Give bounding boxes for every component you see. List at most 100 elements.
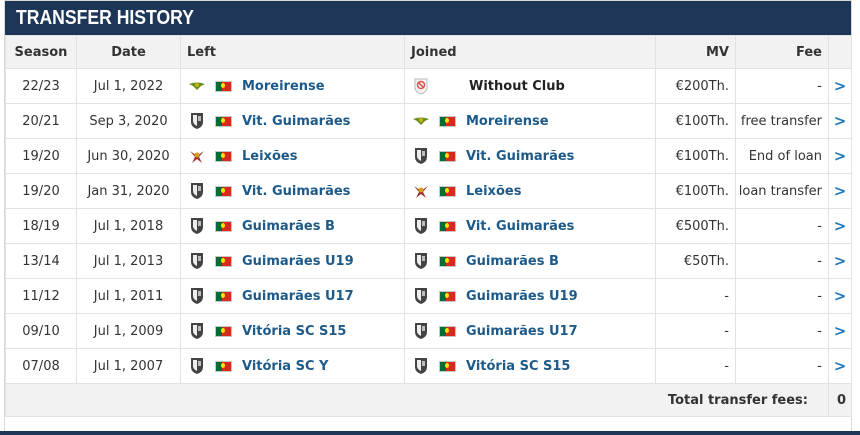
chevron-right-icon[interactable]: > [833,147,847,165]
season-cell: 18/19 [5,208,77,244]
detail-cell[interactable]: > [828,208,852,244]
joined-club-link[interactable]: Guimarães U19 [466,288,578,304]
detail-cell[interactable]: > [828,313,852,349]
market-value-cell: €200Th. [655,68,736,104]
joined-club-cell: Without Club [404,68,656,104]
portugal-flag-icon [215,80,232,92]
chevron-right-icon[interactable]: > [833,287,847,305]
joined-club-link[interactable]: Vit. Guimarães [466,218,575,234]
season-cell: 07/08 [5,348,77,384]
left-club-cell: Vitória SC Y [180,348,405,384]
joined-club-cell: Vit. Guimarães [404,138,656,174]
portugal-flag-icon [439,360,456,372]
date-cell: Jan 31, 2020 [76,173,181,209]
detail-cell[interactable]: > [828,68,852,104]
season-cell: 19/20 [5,138,77,174]
vitoria-crest-icon[interactable] [412,357,430,375]
column-header-mv: MV [655,35,736,69]
detail-cell[interactable]: > [828,278,852,314]
leixoes-crest-icon[interactable] [412,182,430,200]
market-value-cell: €500Th. [655,208,736,244]
joined-club-link[interactable]: Vitória SC S15 [466,358,571,374]
left-club-cell: Guimarães B [180,208,405,244]
vitoria-crest-icon[interactable] [412,217,430,235]
detail-cell[interactable]: > [828,138,852,174]
season-cell: 19/20 [5,173,77,209]
date-cell: Jul 1, 2007 [76,348,181,384]
joined-club-link[interactable]: Moreirense [466,113,549,129]
portugal-flag-icon [439,255,456,267]
chevron-right-icon[interactable]: > [833,112,847,130]
fee-cell: - [735,243,829,279]
vitoria-crest-icon[interactable] [188,252,206,270]
portugal-flag-icon [215,220,232,232]
left-club-cell: Leixões [180,138,405,174]
table-row: 11/12 Jul 1, 2011 Guimarães U17 Guimarãe… [5,278,852,314]
portugal-flag-icon [439,185,456,197]
joined-club-link[interactable]: Vit. Guimarães [466,148,575,164]
total-label: Total transfer fees: [5,383,829,417]
vitoria-crest-icon[interactable] [188,112,206,130]
moreirense-crest-icon[interactable] [412,112,430,130]
detail-cell[interactable]: > [828,243,852,279]
without-club-icon[interactable] [412,77,430,95]
portugal-flag-icon [439,150,456,162]
vitoria-crest-icon[interactable] [188,182,206,200]
transfer-history-panel: TRANSFER HISTORY Season Date Left Joined… [4,0,852,433]
joined-club-link[interactable]: Guimarães U17 [466,323,578,339]
market-value-cell: €100Th. [655,103,736,139]
vitoria-crest-icon[interactable] [188,217,206,235]
vitoria-crest-icon[interactable] [412,252,430,270]
vitoria-crest-icon[interactable] [412,147,430,165]
total-row: Total transfer fees: 0 [5,383,852,417]
chevron-right-icon[interactable]: > [833,182,847,200]
detail-cell[interactable]: > [828,173,852,209]
left-club-link[interactable]: Guimarães B [242,218,335,234]
date-cell: Jul 1, 2013 [76,243,181,279]
left-club-link[interactable]: Vit. Guimarães [242,113,351,129]
chevron-right-icon[interactable]: > [833,322,847,340]
season-cell: 09/10 [5,313,77,349]
vitoria-crest-icon[interactable] [412,287,430,305]
column-header-left: Left [180,35,405,69]
vitoria-crest-icon[interactable] [412,322,430,340]
left-club-link[interactable]: Moreirense [242,78,325,94]
detail-cell[interactable]: > [828,348,852,384]
left-club-link[interactable]: Leixões [242,148,298,164]
column-header-joined: Joined [404,35,656,69]
left-club-link[interactable]: Vitória SC S15 [242,323,347,339]
portugal-flag-icon [215,325,232,337]
column-header-detail [828,35,852,69]
column-header-fee: Fee [735,35,829,69]
left-club-cell: Guimarães U17 [180,278,405,314]
moreirense-crest-icon[interactable] [188,77,206,95]
joined-club-cell: Guimarães U19 [404,278,656,314]
left-club-link[interactable]: Guimarães U19 [242,253,354,269]
leixoes-crest-icon[interactable] [188,147,206,165]
vitoria-crest-icon[interactable] [188,357,206,375]
detail-cell[interactable]: > [828,103,852,139]
portugal-flag-icon [439,325,456,337]
chevron-right-icon[interactable]: > [833,357,847,375]
chevron-right-icon[interactable]: > [833,77,847,95]
table-header-row: Season Date Left Joined MV Fee [5,35,852,69]
left-club-cell: Guimarães U19 [180,243,405,279]
left-club-link[interactable]: Vit. Guimarães [242,183,351,199]
fee-cell: free transfer [735,103,829,139]
chevron-right-icon[interactable]: > [833,217,847,235]
chevron-right-icon[interactable]: > [833,252,847,270]
joined-club-link[interactable]: Leixões [466,183,522,199]
table-row: 18/19 Jul 1, 2018 Guimarães B Vit. Guima… [5,208,852,244]
joined-club-cell: Guimarães B [404,243,656,279]
panel-title: TRANSFER HISTORY [16,6,194,29]
date-cell: Sep 3, 2020 [76,103,181,139]
fee-cell: - [735,278,829,314]
vitoria-crest-icon[interactable] [188,287,206,305]
portugal-flag-icon [215,185,232,197]
left-club-link[interactable]: Guimarães U17 [242,288,354,304]
left-club-cell: Vit. Guimarães [180,173,405,209]
vitoria-crest-icon[interactable] [188,322,206,340]
joined-club-link[interactable]: Guimarães B [466,253,559,269]
left-club-link[interactable]: Vitória SC Y [242,358,329,374]
total-value: 0 [828,383,852,417]
